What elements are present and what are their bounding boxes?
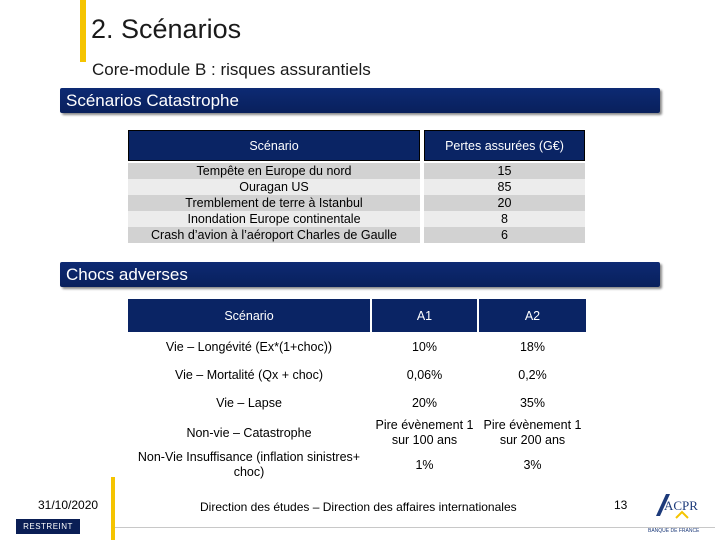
chocs-row-a2: 3% [523, 457, 542, 472]
title-accent-bar [80, 0, 86, 62]
chocs-row-a2: 18% [519, 339, 546, 354]
page-title: 2. Scénarios [91, 14, 242, 44]
chocs-row-scenario: Vie – Lapse [216, 395, 282, 410]
chocs-row-a1: 10% [411, 339, 438, 354]
chocs-row-a2: Pire évènement 1 sur 200 ans [483, 418, 582, 447]
section-band-chocs: Chocs adverses [60, 262, 660, 287]
chocs-row-scenario: Non-vie – Catastrophe [186, 425, 312, 440]
chocs-row-scenario: Non-Vie Insuffisance (inflation sinistre… [137, 450, 361, 479]
catastrophe-row-value: 8 [424, 211, 585, 227]
footer-divider [115, 527, 715, 528]
chocs-row-a1: Pire évènement 1 sur 100 ans [375, 418, 474, 447]
section-band-catastrophe: Scénarios Catastrophe [60, 88, 660, 113]
acpr-logo-icon: ACPR [650, 490, 702, 520]
logo-caption: BANQUE DE FRANCE [648, 528, 700, 534]
chocs-header-a1: A1 [372, 299, 477, 332]
chocs-row-scenario: Vie – Mortalité (Qx + choc) [174, 367, 324, 382]
chocs-row-a1: 1% [415, 457, 434, 472]
footer-date: 31/10/2020 [38, 498, 99, 512]
logo-text: ACPR [664, 498, 698, 513]
catastrophe-row-value: 6 [424, 227, 585, 243]
chocs-row-a2: 35% [519, 395, 546, 410]
chocs-row-a1: 20% [411, 395, 438, 410]
footer-accent-bar [111, 477, 115, 540]
catastrophe-row-value: 85 [424, 179, 585, 195]
catastrophe-row-value: 15 [424, 163, 585, 179]
catastrophe-row-scenario: Tremblement de terre à Istanbul [128, 195, 420, 211]
chocs-row-scenario: Vie – Longévité (Ex*(1+choc)) [165, 339, 333, 354]
catastrophe-header-scenario: Scénario [128, 130, 420, 161]
page-subtitle: Core-module B : risques assurantiels [92, 60, 371, 79]
page-number: 13 [614, 498, 628, 512]
catastrophe-row-value: 20 [424, 195, 585, 211]
catastrophe-row-scenario: Inondation Europe continentale [128, 211, 420, 227]
footer-department: Direction des études – Direction des aff… [200, 500, 517, 514]
catastrophe-row-scenario: Ouragan US [128, 179, 420, 195]
chocs-row-a2: 0,2% [518, 367, 547, 382]
chocs-row-a1: 0,06% [406, 367, 443, 382]
chocs-header-a2: A2 [479, 299, 586, 332]
classification-badge: RESTREINT [16, 519, 80, 534]
catastrophe-row-scenario: Crash d’avion à l’aéroport Charles de Ga… [128, 227, 420, 243]
chocs-header-scenario: Scénario [128, 299, 370, 332]
catastrophe-header-pertes: Pertes assurées (G€) [424, 130, 585, 161]
catastrophe-row-scenario: Tempête en Europe du nord [128, 163, 420, 179]
